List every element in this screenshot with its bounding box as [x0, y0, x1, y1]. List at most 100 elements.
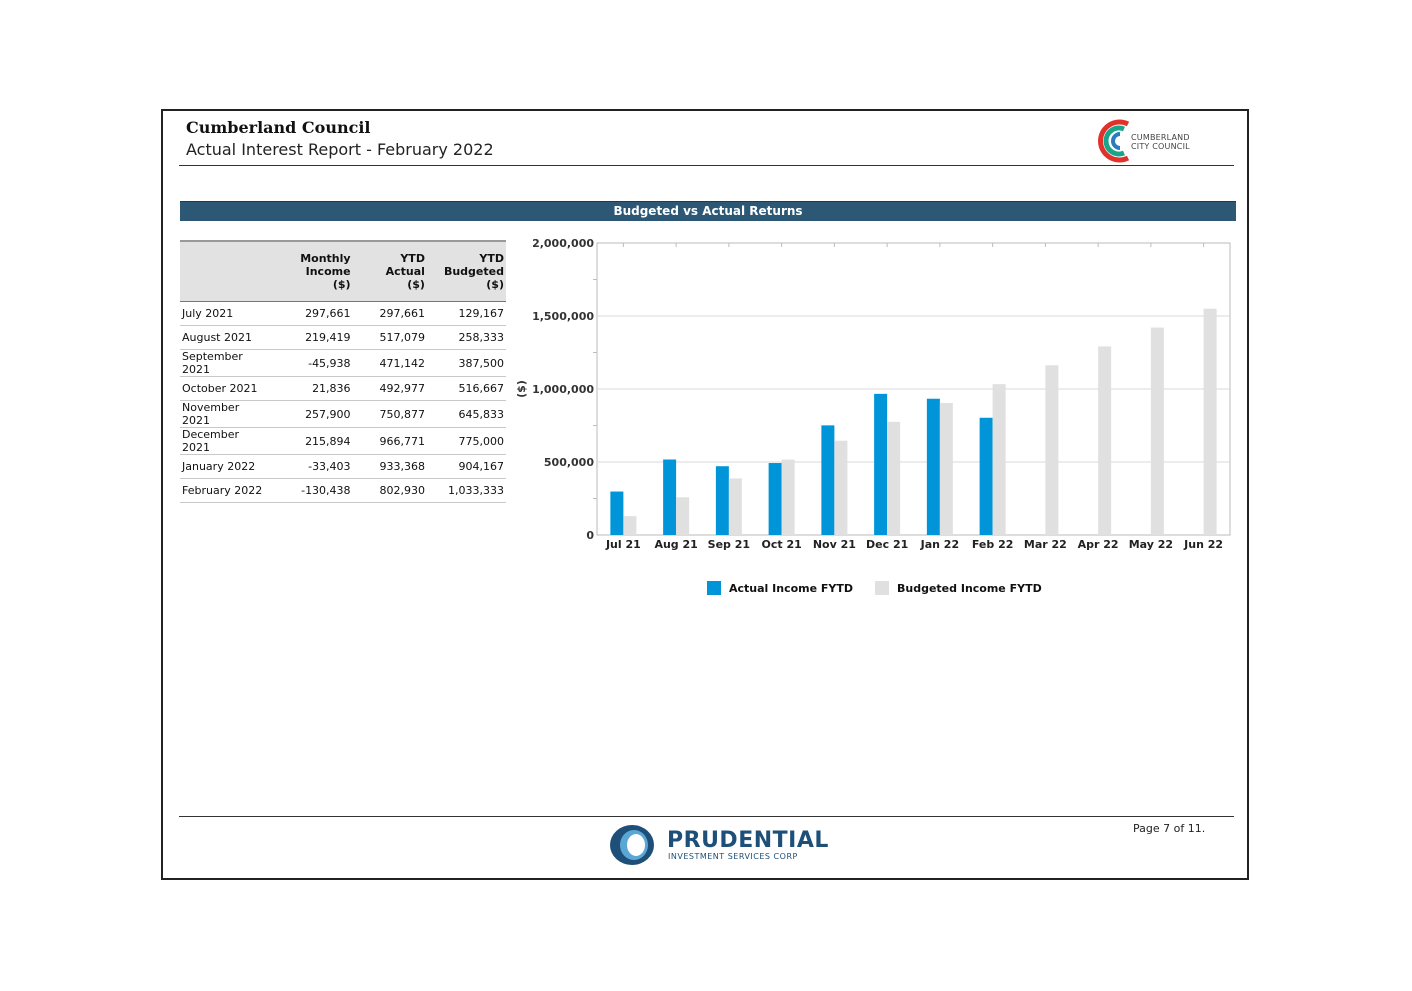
table-header-row: Monthly Income ($) YTD Actual ($) YTD Budgete… [180, 240, 506, 302]
x-tick-label: Apr 22 [1078, 538, 1119, 551]
table-row: October 2021 21,836 492,977 516,667 [180, 376, 506, 401]
table-row: November 2021 257,900 750,877 645,833 [180, 400, 506, 428]
row-month: January 2022 [180, 454, 273, 479]
income-table: Monthly Income ($) YTD Actual ($) YTD Budgete… [180, 240, 506, 503]
row-value: 517,079 [352, 325, 427, 350]
council-title: Cumberland Council [186, 118, 371, 137]
bar-budgeted [834, 440, 848, 535]
row-value: 750,877 [352, 400, 427, 428]
bar-actual [768, 463, 782, 535]
row-month: December 2021 [180, 427, 273, 455]
row-value: 219,419 [272, 325, 353, 350]
bar-actual [663, 459, 677, 535]
bar-budgeted [1098, 346, 1112, 535]
x-tick-label: Feb 22 [972, 538, 1014, 551]
table-row: September 2021 -45,938 471,142 387,500 [180, 349, 506, 377]
x-tick-label: May 22 [1129, 538, 1173, 551]
bar-budgeted [992, 384, 1006, 535]
y-tick-label: 1,500,000 [532, 310, 594, 323]
y-tick-label: 500,000 [544, 456, 594, 469]
row-month: February 2022 [180, 478, 273, 503]
header-ytd-actual: YTD Actual ($) [352, 240, 427, 302]
table-body: July 2021 297,661 297,661 129,167 August 202… [180, 301, 506, 503]
x-tick-label: Jun 22 [1183, 538, 1223, 551]
legend-swatch-budgeted [875, 581, 889, 595]
bar-actual [610, 491, 624, 535]
row-value: 775,000 [426, 427, 506, 455]
header-monthly-income: Monthly Income ($) [272, 240, 353, 302]
row-value: 904,167 [426, 454, 506, 479]
row-value: -45,938 [272, 349, 353, 377]
bar-budgeted [676, 497, 690, 535]
row-month: October 2021 [180, 376, 273, 401]
bar-budgeted [728, 478, 742, 535]
bar-actual [715, 466, 729, 535]
row-value: 297,661 [352, 301, 427, 326]
row-value: -33,403 [272, 454, 353, 479]
row-value: 516,667 [426, 376, 506, 401]
row-value: -130,438 [272, 478, 353, 503]
x-tick-label: Oct 21 [761, 538, 801, 551]
legend-label-actual: Actual Income FYTD [729, 582, 854, 595]
table-row: January 2022 -33,403 933,368 904,167 [180, 454, 506, 479]
footer-rule [179, 816, 1234, 817]
logo-line-1: CUMBERLAND [1131, 133, 1190, 142]
bar-budgeted [887, 421, 901, 535]
header-ytd-budgeted: YTD Budgeted ($) [426, 240, 506, 302]
row-value: 21,836 [272, 376, 353, 401]
table-row: August 2021 219,419 517,079 258,333 [180, 325, 506, 350]
y-tick-label: 0 [586, 529, 594, 542]
bar-actual [926, 398, 940, 535]
table-row: February 2022 -130,438 802,930 1,033,333 [180, 478, 506, 503]
section-title-bar: Budgeted vs Actual Returns [180, 201, 1236, 221]
row-value: 645,833 [426, 400, 506, 428]
x-tick-label: Jul 21 [605, 538, 641, 551]
bar-actual [821, 425, 835, 535]
row-value: 471,142 [352, 349, 427, 377]
legend-swatch-actual [707, 581, 721, 595]
logo-line-2: CITY COUNCIL [1131, 142, 1190, 151]
row-value: 215,894 [272, 427, 353, 455]
header-month [180, 240, 273, 302]
bar-budgeted [1203, 308, 1217, 535]
bar-actual [874, 393, 888, 535]
report-title: Actual Interest Report - February 2022 [186, 140, 494, 159]
row-month: September 2021 [180, 349, 273, 377]
row-month: November 2021 [180, 400, 273, 428]
legend-label-budgeted: Budgeted Income FYTD [897, 582, 1042, 595]
x-tick-label: Sep 21 [708, 538, 750, 551]
row-value: 257,900 [272, 400, 353, 428]
footer-brand: PRUDENTIAL [667, 828, 829, 853]
row-month: July 2021 [180, 301, 273, 326]
row-value: 1,033,333 [426, 478, 506, 503]
page-frame [161, 109, 1249, 880]
row-month: August 2021 [180, 325, 273, 350]
bar-budgeted [781, 459, 795, 535]
row-value: 297,661 [272, 301, 353, 326]
row-value: 933,368 [352, 454, 427, 479]
bar-budgeted [939, 402, 953, 535]
x-tick-label: Nov 21 [813, 538, 856, 551]
row-value: 966,771 [352, 427, 427, 455]
row-value: 129,167 [426, 301, 506, 326]
table-row: December 2021 215,894 966,771 775,000 [180, 427, 506, 455]
bar-actual [979, 417, 993, 535]
x-tick-label: Dec 21 [866, 538, 908, 551]
row-value: 258,333 [426, 325, 506, 350]
x-tick-label: Aug 21 [654, 538, 697, 551]
y-tick-label: 1,000,000 [532, 383, 594, 396]
y-tick-label: 2,000,000 [532, 237, 594, 250]
prudential-logo-icon [610, 825, 654, 865]
footer-brand-sub: INVESTMENT SERVICES CORP [668, 852, 798, 861]
council-logo-icon [1098, 119, 1130, 163]
table-row: July 2021 297,661 297,661 129,167 [180, 301, 506, 326]
x-tick-label: Jan 22 [920, 538, 959, 551]
y-axis-title: ($) [515, 380, 528, 398]
x-tick-label: Mar 22 [1024, 538, 1067, 551]
header-rule [179, 165, 1234, 166]
bar-budgeted [1150, 327, 1164, 535]
row-value: 387,500 [426, 349, 506, 377]
returns-chart: 0 500,000 1,000,000 1,500,000 2,000,000 ($) Ju… [515, 237, 1231, 551]
council-logo-text: CUMBERLAND CITY COUNCIL [1131, 133, 1190, 151]
row-value: 492,977 [352, 376, 427, 401]
